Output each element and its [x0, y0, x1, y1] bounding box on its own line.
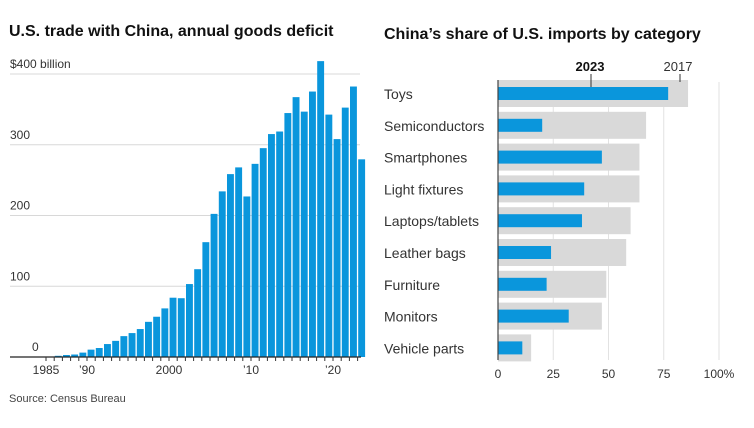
- bar-2020: [333, 139, 341, 357]
- category-label: Furniture: [384, 277, 440, 293]
- x-tick-label: 0: [495, 367, 502, 381]
- category-label: Vehicle parts: [384, 340, 464, 356]
- bar-2002: [186, 284, 193, 357]
- bar-1994: [120, 336, 128, 357]
- bar-1989: [79, 352, 87, 357]
- bar-2023-4: [498, 214, 582, 228]
- category-label: Laptops/tablets: [384, 213, 479, 229]
- bar-2006: [218, 191, 226, 357]
- x-tick-label: 75: [657, 367, 671, 381]
- right-chart-title: China’s share of U.S. imports by categor…: [384, 26, 701, 43]
- y-tick-label: $400 billion: [10, 57, 71, 71]
- bar-1999: [161, 308, 169, 357]
- bar-2011: [259, 148, 267, 357]
- bar-1995: [128, 333, 136, 357]
- bar-1992: [104, 344, 111, 357]
- bar-2023: [358, 159, 366, 357]
- bar-1991: [95, 348, 103, 357]
- bar-2023-6: [498, 277, 547, 291]
- category-label: Semiconductors: [384, 118, 484, 134]
- bar-2005: [210, 213, 218, 357]
- bar-1996: [136, 329, 144, 357]
- bar-2000: [169, 297, 177, 357]
- bar-2023-7: [498, 309, 569, 323]
- bar-2023-2: [498, 150, 602, 164]
- bar-1988: [71, 354, 79, 357]
- category-label: Light fixtures: [384, 181, 463, 197]
- bar-2019: [325, 114, 333, 357]
- bar-2001: [177, 298, 185, 357]
- bar-2009: [243, 196, 251, 357]
- category-label: Monitors: [384, 309, 438, 325]
- legend-2023: 2023: [576, 59, 605, 74]
- x-tick-label: ’10: [243, 363, 259, 377]
- bar-1997: [145, 321, 152, 357]
- bar-2023-3: [498, 182, 585, 196]
- bar-2013: [276, 131, 284, 357]
- bar-1990: [87, 349, 95, 357]
- bar-2014: [284, 113, 292, 357]
- category-label: Toys: [384, 86, 413, 102]
- x-tick-label: 1985: [33, 363, 60, 377]
- deficit-chart: 0 100 200 300 $400 billion 1985 ’90 2000 ’10 ’20: [10, 57, 366, 377]
- bar-1993: [112, 340, 120, 357]
- x-tick-label: 25: [547, 367, 561, 381]
- x-tick-label: 100%: [704, 367, 735, 381]
- bar-2023-0: [498, 87, 669, 100]
- bar-2007: [227, 174, 234, 357]
- category-label: Smartphones: [384, 150, 467, 166]
- bar-2021: [341, 107, 349, 357]
- bar-2017: [309, 91, 316, 358]
- x-tick-label: 50: [602, 367, 616, 381]
- source-note: Source: Census Bureau: [9, 393, 126, 405]
- bar-1986: [54, 355, 62, 357]
- y-tick-label: 100: [10, 269, 30, 283]
- bar-2023-5: [498, 246, 552, 259]
- bar-2023-1: [498, 118, 543, 132]
- bar-2010: [251, 163, 259, 357]
- x-tick-label: ’20: [325, 363, 341, 377]
- bar-2016: [300, 111, 308, 357]
- category-label: Leather bags: [384, 245, 466, 261]
- bar-2023-8: [498, 341, 523, 355]
- y-tick-label: 300: [10, 128, 30, 142]
- legend-2017: 2017: [664, 59, 693, 74]
- imports-share-chart: 0 25 50 75 100% Toys Semiconductors Smartphones…: [384, 59, 735, 381]
- bar-2003: [194, 269, 202, 357]
- x-tick-label: ’90: [79, 363, 95, 377]
- bar-2018: [317, 61, 325, 357]
- y-tick-label: 0: [32, 340, 39, 354]
- x-tick-label: 2000: [156, 363, 183, 377]
- bar-2012: [268, 134, 275, 357]
- bar-2004: [202, 242, 210, 357]
- bar-2022: [350, 86, 357, 357]
- bar-2008: [235, 167, 243, 357]
- bar-1998: [153, 316, 161, 357]
- left-chart-title: U.S. trade with China, annual goods defi…: [9, 23, 334, 40]
- bar-1987: [63, 355, 70, 357]
- bar-2015: [292, 97, 300, 357]
- y-tick-label: 200: [10, 199, 30, 213]
